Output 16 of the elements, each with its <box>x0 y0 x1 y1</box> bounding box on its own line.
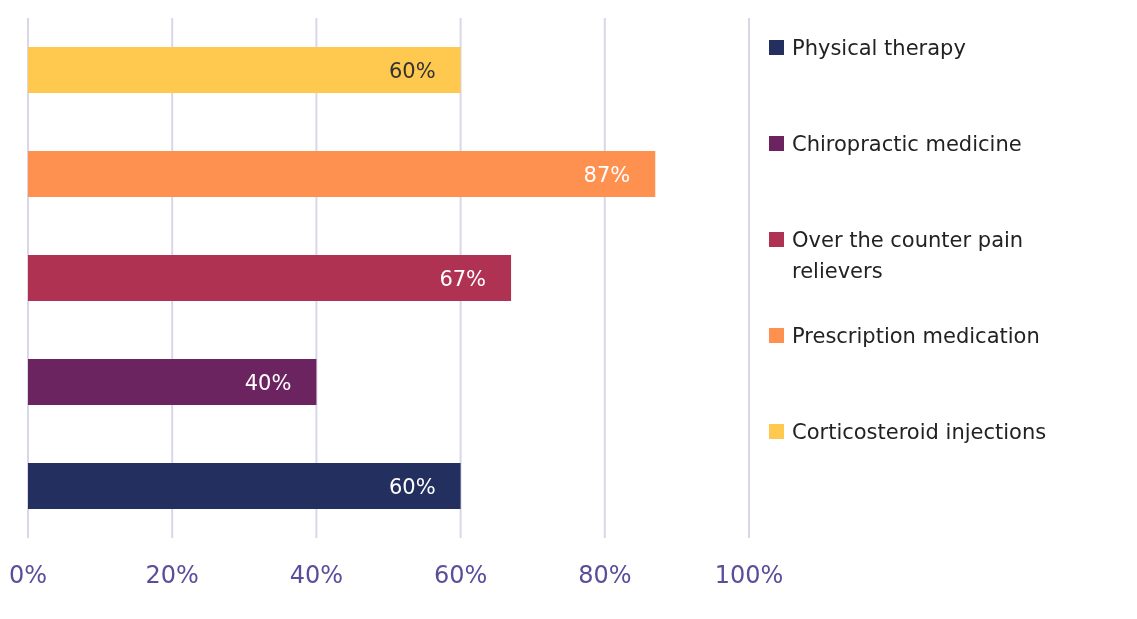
legend-label: Chiropractic medicine <box>792 131 1022 158</box>
x-tick-label: 60% <box>433 561 488 590</box>
legend-label: Prescription medication <box>792 323 1040 350</box>
x-tick-label: 100% <box>714 561 784 590</box>
data-label: 60% <box>388 474 436 499</box>
data-label: 67% <box>439 266 487 291</box>
legend-label: Over the counter pain relievers <box>792 227 1025 285</box>
data-label: 60% <box>388 58 436 83</box>
x-tick-label: 20% <box>145 561 199 590</box>
x-tick-label: 80% <box>578 561 632 590</box>
legend-label: Corticosteroid injections <box>792 419 1047 446</box>
data-label: 87% <box>583 162 631 187</box>
legend-label: Physical therapy <box>792 35 966 62</box>
x-tick-label: 0% <box>8 561 48 590</box>
x-tick-label: 40% <box>289 561 344 590</box>
data-label: 40% <box>244 370 292 395</box>
